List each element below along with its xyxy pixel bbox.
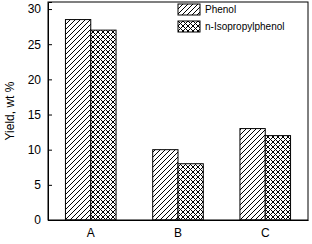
legend-swatch [178,21,200,32]
y-tick-mark [48,79,52,80]
y-tick-mark [48,115,52,116]
y-tick: 25 [28,38,52,52]
legend-item: Phenol [178,4,236,15]
plot: 0 5 10 15 20 25 30 A B C Phenol n-Isopropylphenol [28,2,309,240]
legend-label: Phenol [205,4,236,15]
plot-frame [48,2,308,220]
y-tick-label: 10 [28,143,42,157]
y-tick: 20 [28,73,52,87]
x-tick: B [174,220,182,240]
x-tick: A [87,220,95,240]
bar [153,150,178,220]
x-tick-label: A [87,226,95,240]
y-axis-title: Yield, wt % [3,81,17,140]
y-tick-label: 5 [34,178,41,192]
legend-swatch [178,4,200,15]
bar [178,164,203,220]
chart: 0 5 10 15 20 25 30 A B C Phenol n-Isopropylphenol Yi… [0,0,312,244]
x-axis-line [49,220,309,221]
x-tick: C [261,220,270,240]
y-tick-label: 15 [28,108,42,122]
y-tick-label: 0 [34,213,41,227]
y-tick-label: 25 [28,38,42,52]
legend: Phenol n-Isopropylphenol [178,4,285,32]
x-axis: A B C [49,220,309,240]
bars [65,20,290,220]
x-tick-label: C [261,226,270,240]
y-tick-label: 30 [28,2,42,16]
y-tick: 30 [28,2,52,16]
y-tick-label: 20 [28,73,42,87]
x-tick-label: B [174,226,182,240]
y-tick: 10 [28,143,52,157]
bar [265,136,290,220]
legend-label: n-Isopropylphenol [205,21,285,32]
y-tick: 15 [28,108,52,122]
y-tick-mark [48,150,52,151]
y-tick-mark [48,44,52,45]
y-tick-mark [48,9,52,10]
legend-item: n-Isopropylphenol [178,21,285,32]
y-axis: 0 5 10 15 20 25 30 [28,2,52,227]
bar [65,20,90,220]
y-tick-mark [48,185,52,186]
bar [91,30,116,220]
bar [240,129,265,220]
y-tick: 5 [34,178,52,192]
y-axis-line [49,3,53,221]
